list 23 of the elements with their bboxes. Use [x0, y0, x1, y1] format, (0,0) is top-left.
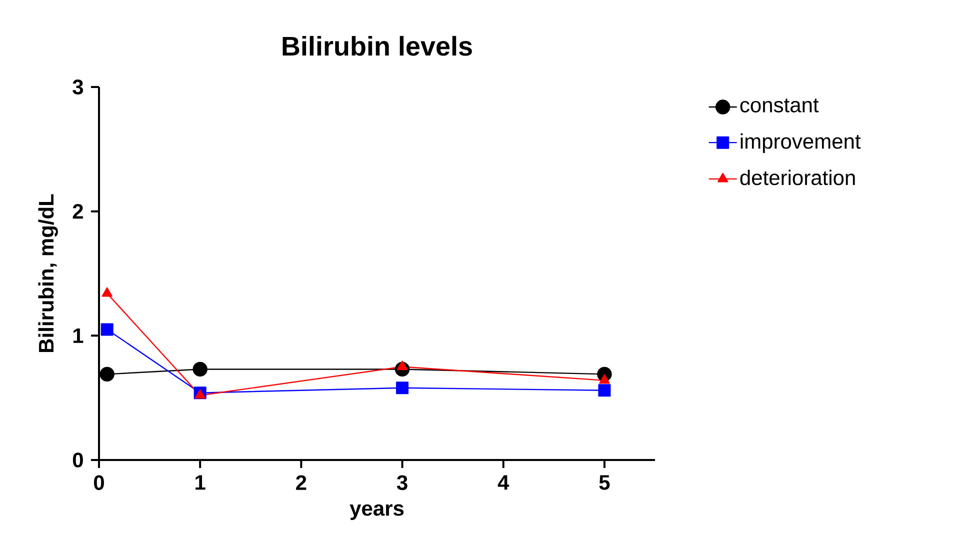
point [100, 366, 114, 382]
x-tick-label: 0 [94, 475, 104, 490]
y-axis-title: Bilirubin, mg/dL [38, 194, 58, 352]
legend-label: deterioration [740, 170, 855, 186]
y-tick-label: 0 [72, 452, 83, 468]
y-tick-label: 1 [73, 328, 84, 343]
point [194, 389, 206, 399]
x-axis-title: years [350, 504, 404, 520]
point [100, 323, 114, 336]
chart-title: Bilirubin levels [282, 36, 472, 56]
point [102, 287, 112, 297]
legend-label: improvement [740, 133, 861, 153]
y-tick-label: 3 [72, 80, 84, 94]
x-tick-label: 1 [196, 475, 206, 490]
y-tick-label: 2 [72, 204, 83, 219]
x-tick-label: 4 [498, 475, 510, 490]
point [192, 362, 208, 377]
x-tick-label: 3 [396, 475, 408, 490]
point [396, 382, 409, 394]
x-tick-label: 2 [296, 475, 306, 490]
point [598, 384, 611, 397]
x-tick-label: 5 [599, 475, 610, 490]
legend-label: constant [740, 98, 819, 112]
